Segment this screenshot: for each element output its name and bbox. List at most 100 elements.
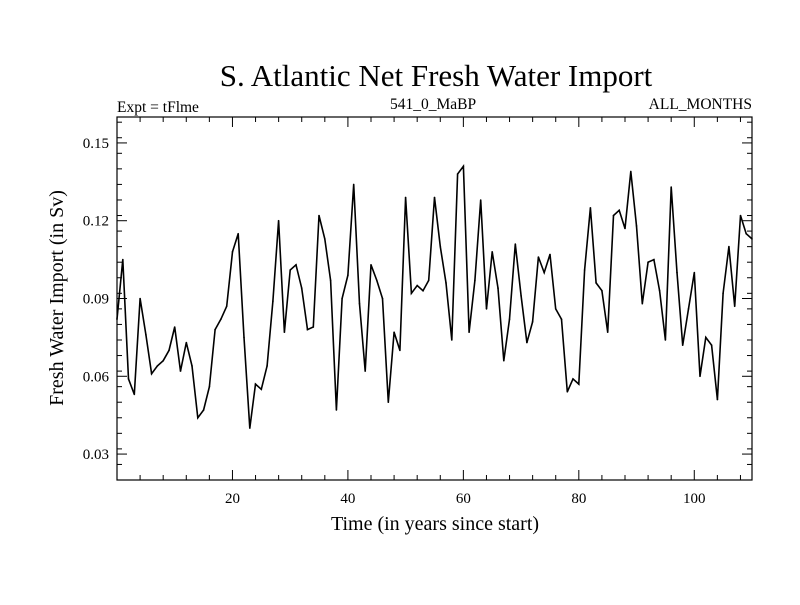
data-point: [578, 383, 580, 385]
data-point: [376, 279, 378, 282]
data-point: [202, 409, 205, 411]
data-point: [739, 214, 742, 217]
data-point: [427, 279, 430, 282]
data-point: [272, 300, 274, 302]
data-point: [329, 279, 332, 282]
data-point: [139, 297, 141, 300]
data-point: [733, 305, 736, 308]
data-point: [554, 308, 557, 310]
data-point: [179, 370, 182, 372]
data-point: [208, 385, 211, 388]
y-axis-label: Fresh Water Import (in Sv): [46, 190, 68, 406]
data-point: [589, 207, 592, 209]
data-point: [468, 331, 470, 334]
data-point: [243, 336, 245, 339]
data-point: [231, 251, 234, 253]
data-point: [583, 269, 586, 271]
data-point: [433, 196, 436, 199]
data-point: [318, 214, 320, 217]
data-point: [370, 264, 372, 266]
run-label: 541_0_MaBP: [390, 96, 476, 113]
data-point: [295, 264, 297, 266]
data-point: [641, 302, 644, 305]
data-point: [439, 245, 442, 248]
data-point: [260, 388, 263, 391]
data-point: [699, 375, 701, 378]
x-axis-label: Time (in years since start): [331, 513, 539, 535]
data-point: [503, 359, 505, 362]
data-point: [145, 334, 147, 336]
x-tick-label: 40: [340, 491, 355, 507]
data-point: [630, 170, 632, 173]
x-tick-label: 60: [456, 491, 471, 507]
data-point: [197, 417, 199, 419]
data-point: [693, 271, 696, 274]
data-point: [485, 308, 488, 310]
data-point: [635, 225, 638, 227]
data-point: [277, 219, 280, 222]
data-point: [404, 196, 407, 199]
series-layer: [116, 164, 753, 429]
data-point: [537, 256, 540, 258]
data-point: [335, 409, 338, 411]
y-tick-label: 0.15: [83, 136, 109, 152]
data-point: [300, 287, 303, 289]
data-point: [716, 398, 719, 401]
data-point: [410, 292, 413, 295]
data-point: [289, 269, 292, 271]
y-tick-label: 0.03: [83, 447, 109, 463]
data-point: [566, 391, 569, 393]
data-point: [266, 365, 268, 367]
data-point: [520, 295, 522, 297]
data-point: [191, 365, 193, 367]
data-point: [543, 271, 545, 274]
data-point: [364, 370, 367, 372]
x-tick-label: 100: [683, 491, 706, 507]
data-point: [728, 245, 730, 248]
data-point: [220, 318, 222, 321]
data-point: [381, 297, 384, 300]
data-point: [393, 331, 395, 334]
data-point: [647, 261, 649, 264]
data-point: [127, 378, 130, 380]
data-point: [456, 173, 459, 175]
data-point: [497, 287, 499, 289]
data-point: [572, 378, 574, 380]
data-point: [283, 331, 286, 334]
data-point: [156, 365, 159, 367]
data-point: [606, 331, 609, 334]
data-point: [658, 289, 661, 292]
x-tick-label: 20: [225, 491, 240, 507]
data-point: [653, 258, 655, 261]
data-point: [116, 318, 118, 321]
data-point: [312, 326, 315, 328]
data-point: [531, 321, 534, 323]
data-point: [133, 393, 136, 396]
axis-ticks: [117, 117, 752, 480]
data-point: [162, 359, 164, 362]
data-point: [710, 344, 713, 347]
data-point: [479, 199, 482, 201]
data-point: [122, 258, 124, 261]
plot-frame: [116, 116, 753, 481]
data-point: [225, 305, 228, 308]
data-point: [676, 271, 678, 274]
data-point: [491, 251, 494, 253]
data-point: [399, 349, 401, 352]
data-point: [508, 318, 511, 321]
data-point: [173, 326, 176, 328]
data-point: [451, 339, 453, 341]
data-point: [681, 344, 684, 347]
data-point: [618, 209, 620, 212]
data-point: [705, 336, 707, 339]
data-point: [601, 289, 603, 292]
data-point: [624, 227, 626, 230]
data-point: [150, 372, 153, 375]
data-point: [474, 279, 476, 282]
data-point: [560, 318, 563, 321]
data-point: [387, 401, 390, 404]
data-point: [514, 243, 517, 245]
data-point: [416, 284, 419, 287]
axis-tick-labels: 20 40 60 80 100 0.03 0.06 0.09 0.12 0.15: [83, 136, 706, 507]
data-point: [341, 297, 343, 300]
